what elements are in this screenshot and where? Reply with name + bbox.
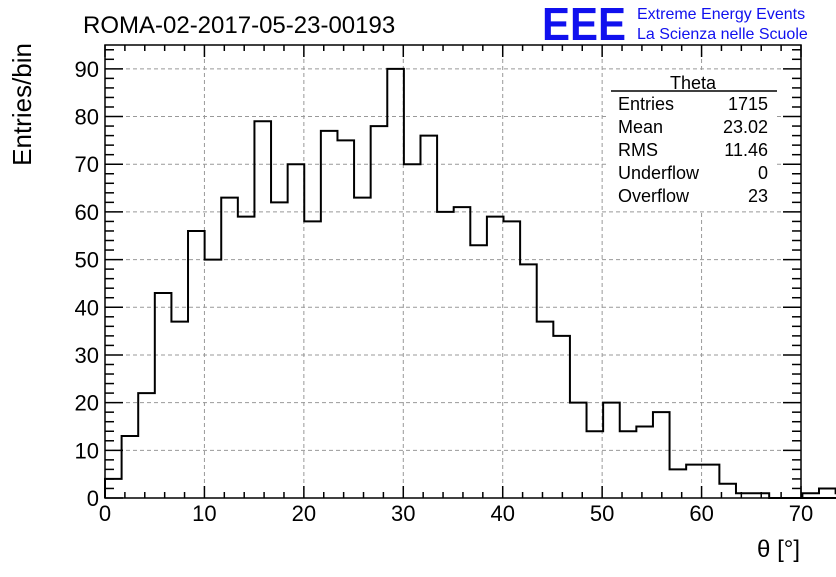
stats-box: Theta Entries 1715 Mean 23.02 RMS 11.46 Underf…	[609, 72, 777, 210]
histogram-bin	[487, 217, 504, 498]
histogram-bin	[670, 469, 687, 498]
y-axis-label: Entries/bin	[7, 43, 37, 166]
histogram-bin	[520, 264, 537, 498]
histogram-bin	[404, 164, 421, 498]
x-tick-label: 10	[192, 501, 216, 526]
histogram-bin	[537, 322, 554, 498]
logo-line-1: Extreme Energy Events	[637, 6, 805, 23]
histogram-bin	[138, 393, 155, 498]
logo-line-2: La Scienza nelle Scuole	[637, 26, 808, 43]
y-tick-label: 10	[75, 438, 99, 463]
y-tick-label: 70	[75, 152, 99, 177]
histogram-bin	[819, 488, 836, 498]
x-tick-label: 70	[789, 501, 813, 526]
x-tick-label: 0	[99, 501, 111, 526]
histogram-bin	[636, 426, 653, 498]
histogram-bin	[454, 207, 471, 498]
stats-row-label: Overflow	[618, 186, 690, 206]
stats-row-label: RMS	[618, 140, 658, 160]
histogram-bin	[271, 202, 288, 498]
histogram-bin	[337, 140, 354, 498]
histogram-bin	[437, 212, 454, 498]
stats-row-value: 23.02	[723, 117, 768, 137]
stats-row-label: Entries	[618, 94, 674, 114]
histogram-bin	[420, 136, 437, 498]
histogram-bin	[321, 131, 338, 498]
stats-row-label: Mean	[618, 117, 663, 137]
eee-logo: EEE Extreme Energy Events La Scienza nel…	[542, 0, 808, 50]
histogram-bin	[587, 431, 604, 498]
histogram-bin	[553, 336, 570, 498]
y-tick-label: 60	[75, 200, 99, 225]
histogram-bin	[686, 465, 703, 498]
eee-logo-mark: EEE	[542, 0, 626, 50]
x-tick-label: 60	[689, 501, 713, 526]
histogram-bin	[653, 412, 670, 498]
histogram-bin	[371, 126, 388, 498]
histogram-bin	[288, 164, 305, 498]
stats-row-value: 11.46	[724, 140, 768, 160]
histogram-bin	[304, 221, 321, 498]
stats-row-value: 1715	[728, 94, 768, 114]
histogram-bin	[570, 403, 587, 498]
histogram-bin	[387, 69, 404, 498]
x-tick-label: 50	[590, 501, 614, 526]
stats-row-label: Underflow	[618, 163, 700, 183]
histogram-bin	[620, 431, 637, 498]
x-tick-label: 40	[490, 501, 514, 526]
y-tick-label: 20	[75, 391, 99, 416]
histogram-bin	[221, 198, 238, 498]
histogram-bin	[205, 260, 222, 498]
histogram-bin	[171, 322, 188, 498]
histogram-bin	[188, 231, 205, 498]
histogram-bin	[603, 403, 620, 498]
stats-box-title: Theta	[670, 73, 717, 93]
histogram-bin	[122, 436, 139, 498]
y-tick-label: 0	[87, 486, 99, 511]
y-tick-label: 30	[75, 343, 99, 368]
histogram-bin	[254, 121, 271, 498]
histogram-bin	[802, 493, 819, 498]
histogram-bin	[470, 245, 487, 498]
histogram-bin	[703, 465, 720, 498]
x-tick-label: 30	[391, 501, 415, 526]
histogram-bin	[155, 293, 172, 498]
stats-row-value: 0	[758, 163, 768, 183]
y-tick-label: 50	[75, 248, 99, 273]
histogram-bin	[504, 221, 521, 498]
stats-row-value: 23	[748, 186, 768, 206]
x-axis-label: θ [°]	[757, 536, 800, 563]
histogram-bin	[354, 198, 371, 498]
chart-title: ROMA-02-2017-05-23-00193	[83, 12, 395, 39]
histogram-bin	[238, 217, 255, 498]
y-tick-label: 40	[75, 295, 99, 320]
x-tick-label: 20	[292, 501, 316, 526]
y-tick-label: 80	[75, 105, 99, 130]
y-tick-label: 90	[75, 57, 99, 82]
